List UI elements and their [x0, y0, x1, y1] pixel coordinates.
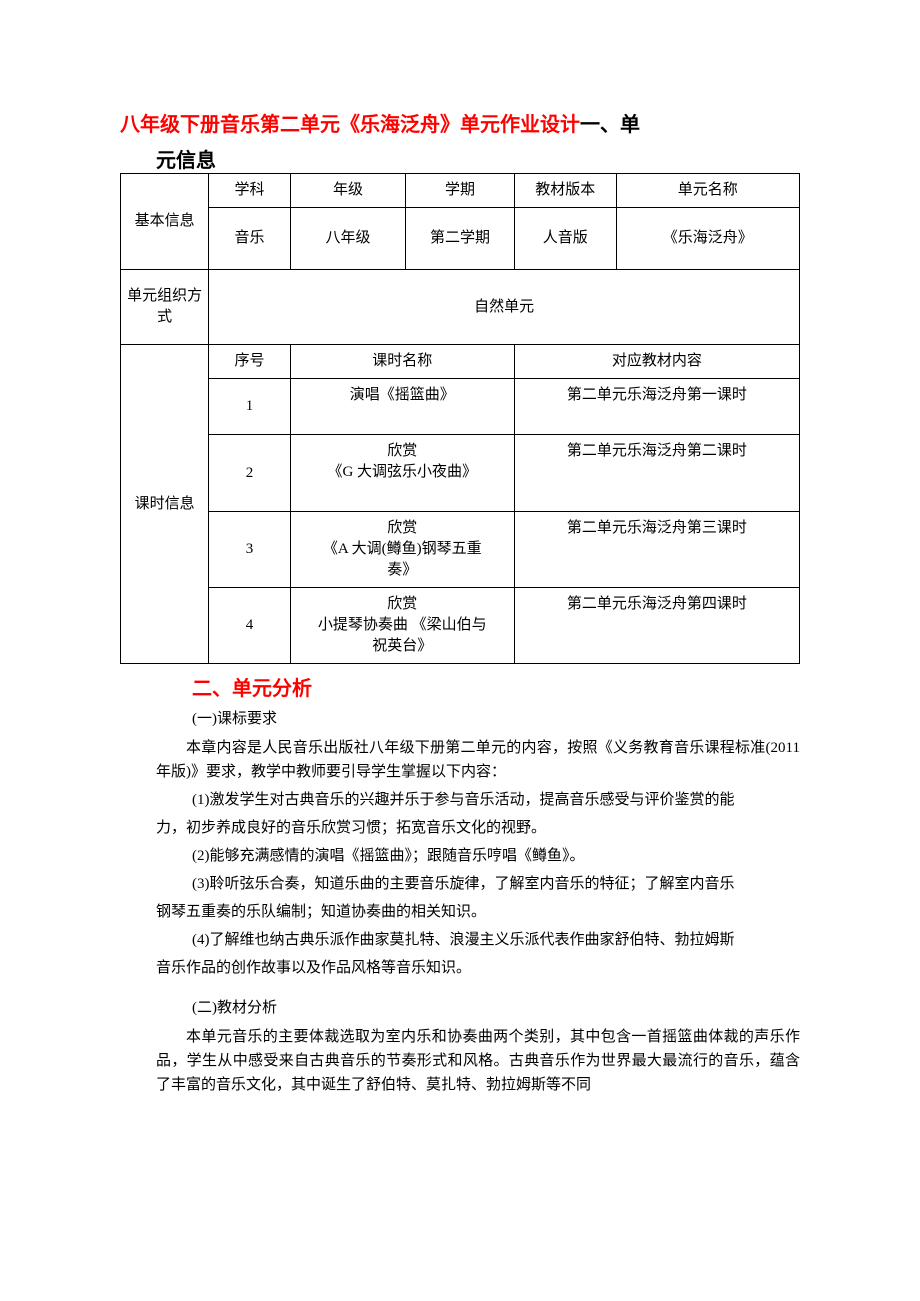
lesson-name: 演唱《摇篮曲》 [290, 379, 514, 435]
section2-item1-cont: 力，初步养成良好的音乐欣赏习惯；拓宽音乐文化的视野。 [120, 816, 800, 840]
section2-p1: 本章内容是人民音乐出版社八年级下册第二单元的内容，按照《义务教育音乐课程标准(2… [120, 736, 800, 784]
basic-grade: 八年级 [290, 208, 405, 270]
section2-item3: (3)聆听弦乐合奏，知道乐曲的主要音乐旋律，了解室内音乐的特征；了解室内音乐 [120, 872, 800, 896]
org-label: 单元组织方 式 [121, 270, 209, 345]
lesson-info-label: 课时信息 [121, 345, 209, 664]
lesson-name: 欣赏 《A 大调(鳟鱼)钢琴五重 奏》 [290, 512, 514, 588]
basic-subject: 音乐 [209, 208, 290, 270]
doc-title-section1-cont: 元信息 [120, 144, 800, 173]
section2-sub2: (二)教材分析 [120, 996, 800, 1017]
section2-item1: (1)激发学生对古典音乐的兴趣并乐于参与音乐活动，提高音乐感受与评价鉴赏的能 [120, 788, 800, 812]
lesson-no: 3 [209, 512, 290, 588]
lesson-header-content: 对应教材内容 [514, 345, 799, 379]
lesson-header-no: 序号 [209, 345, 290, 379]
lesson-content: 第二单元乐海泛舟第二课时 [514, 435, 799, 512]
section2-heading: 二、单元分析 [120, 672, 800, 701]
lesson-no: 2 [209, 435, 290, 512]
basic-unit-name: 《乐海泛舟》 [616, 208, 799, 270]
lesson-no: 4 [209, 588, 290, 664]
section2-item4: (4)了解维也纳古典乐派作曲家莫扎特、浪漫主义乐派代表作曲家舒伯特、勃拉姆斯 [120, 928, 800, 952]
header-semester: 学期 [406, 174, 515, 208]
doc-title-section1: 一、单 [580, 114, 640, 136]
basic-textbook: 人音版 [514, 208, 616, 270]
header-unit-name: 单元名称 [616, 174, 799, 208]
header-textbook: 教材版本 [514, 174, 616, 208]
section2-item2: (2)能够充满感情的演唱《摇篮曲》；跟随音乐哼唱《鳟鱼》。 [120, 844, 800, 868]
section2-sub1: (一)课标要求 [120, 707, 800, 728]
header-subject: 学科 [209, 174, 290, 208]
lesson-content: 第二单元乐海泛舟第四课时 [514, 588, 799, 664]
lesson-name: 欣赏 《G 大调弦乐小夜曲》 [290, 435, 514, 512]
basic-info-label: 基本信息 [121, 174, 209, 270]
unit-info-table: 基本信息 学科 年级 学期 教材版本 单元名称 音乐 八年级 第二学期 人音版 … [120, 173, 800, 664]
section2-item4-cont: 音乐作品的创作故事以及作品风格等音乐知识。 [120, 956, 800, 980]
org-value: 自然单元 [209, 270, 800, 345]
lesson-no: 1 [209, 379, 290, 435]
basic-semester: 第二学期 [406, 208, 515, 270]
section2-p2: 本单元音乐的主要体裁选取为室内乐和协奏曲两个类别，其中包含一首摇篮曲体裁的声乐作… [120, 1025, 800, 1097]
lesson-header-name: 课时名称 [290, 345, 514, 379]
header-grade: 年级 [290, 174, 405, 208]
section2-item3-cont: 钢琴五重奏的乐队编制；知道协奏曲的相关知识。 [120, 900, 800, 924]
lesson-content: 第二单元乐海泛舟第三课时 [514, 512, 799, 588]
lesson-content: 第二单元乐海泛舟第一课时 [514, 379, 799, 435]
doc-title-main: 八年级下册音乐第二单元《乐海泛舟》单元作业设计 [120, 114, 580, 136]
lesson-name: 欣赏 小提琴协奏曲 《梁山伯与 祝英台》 [290, 588, 514, 664]
